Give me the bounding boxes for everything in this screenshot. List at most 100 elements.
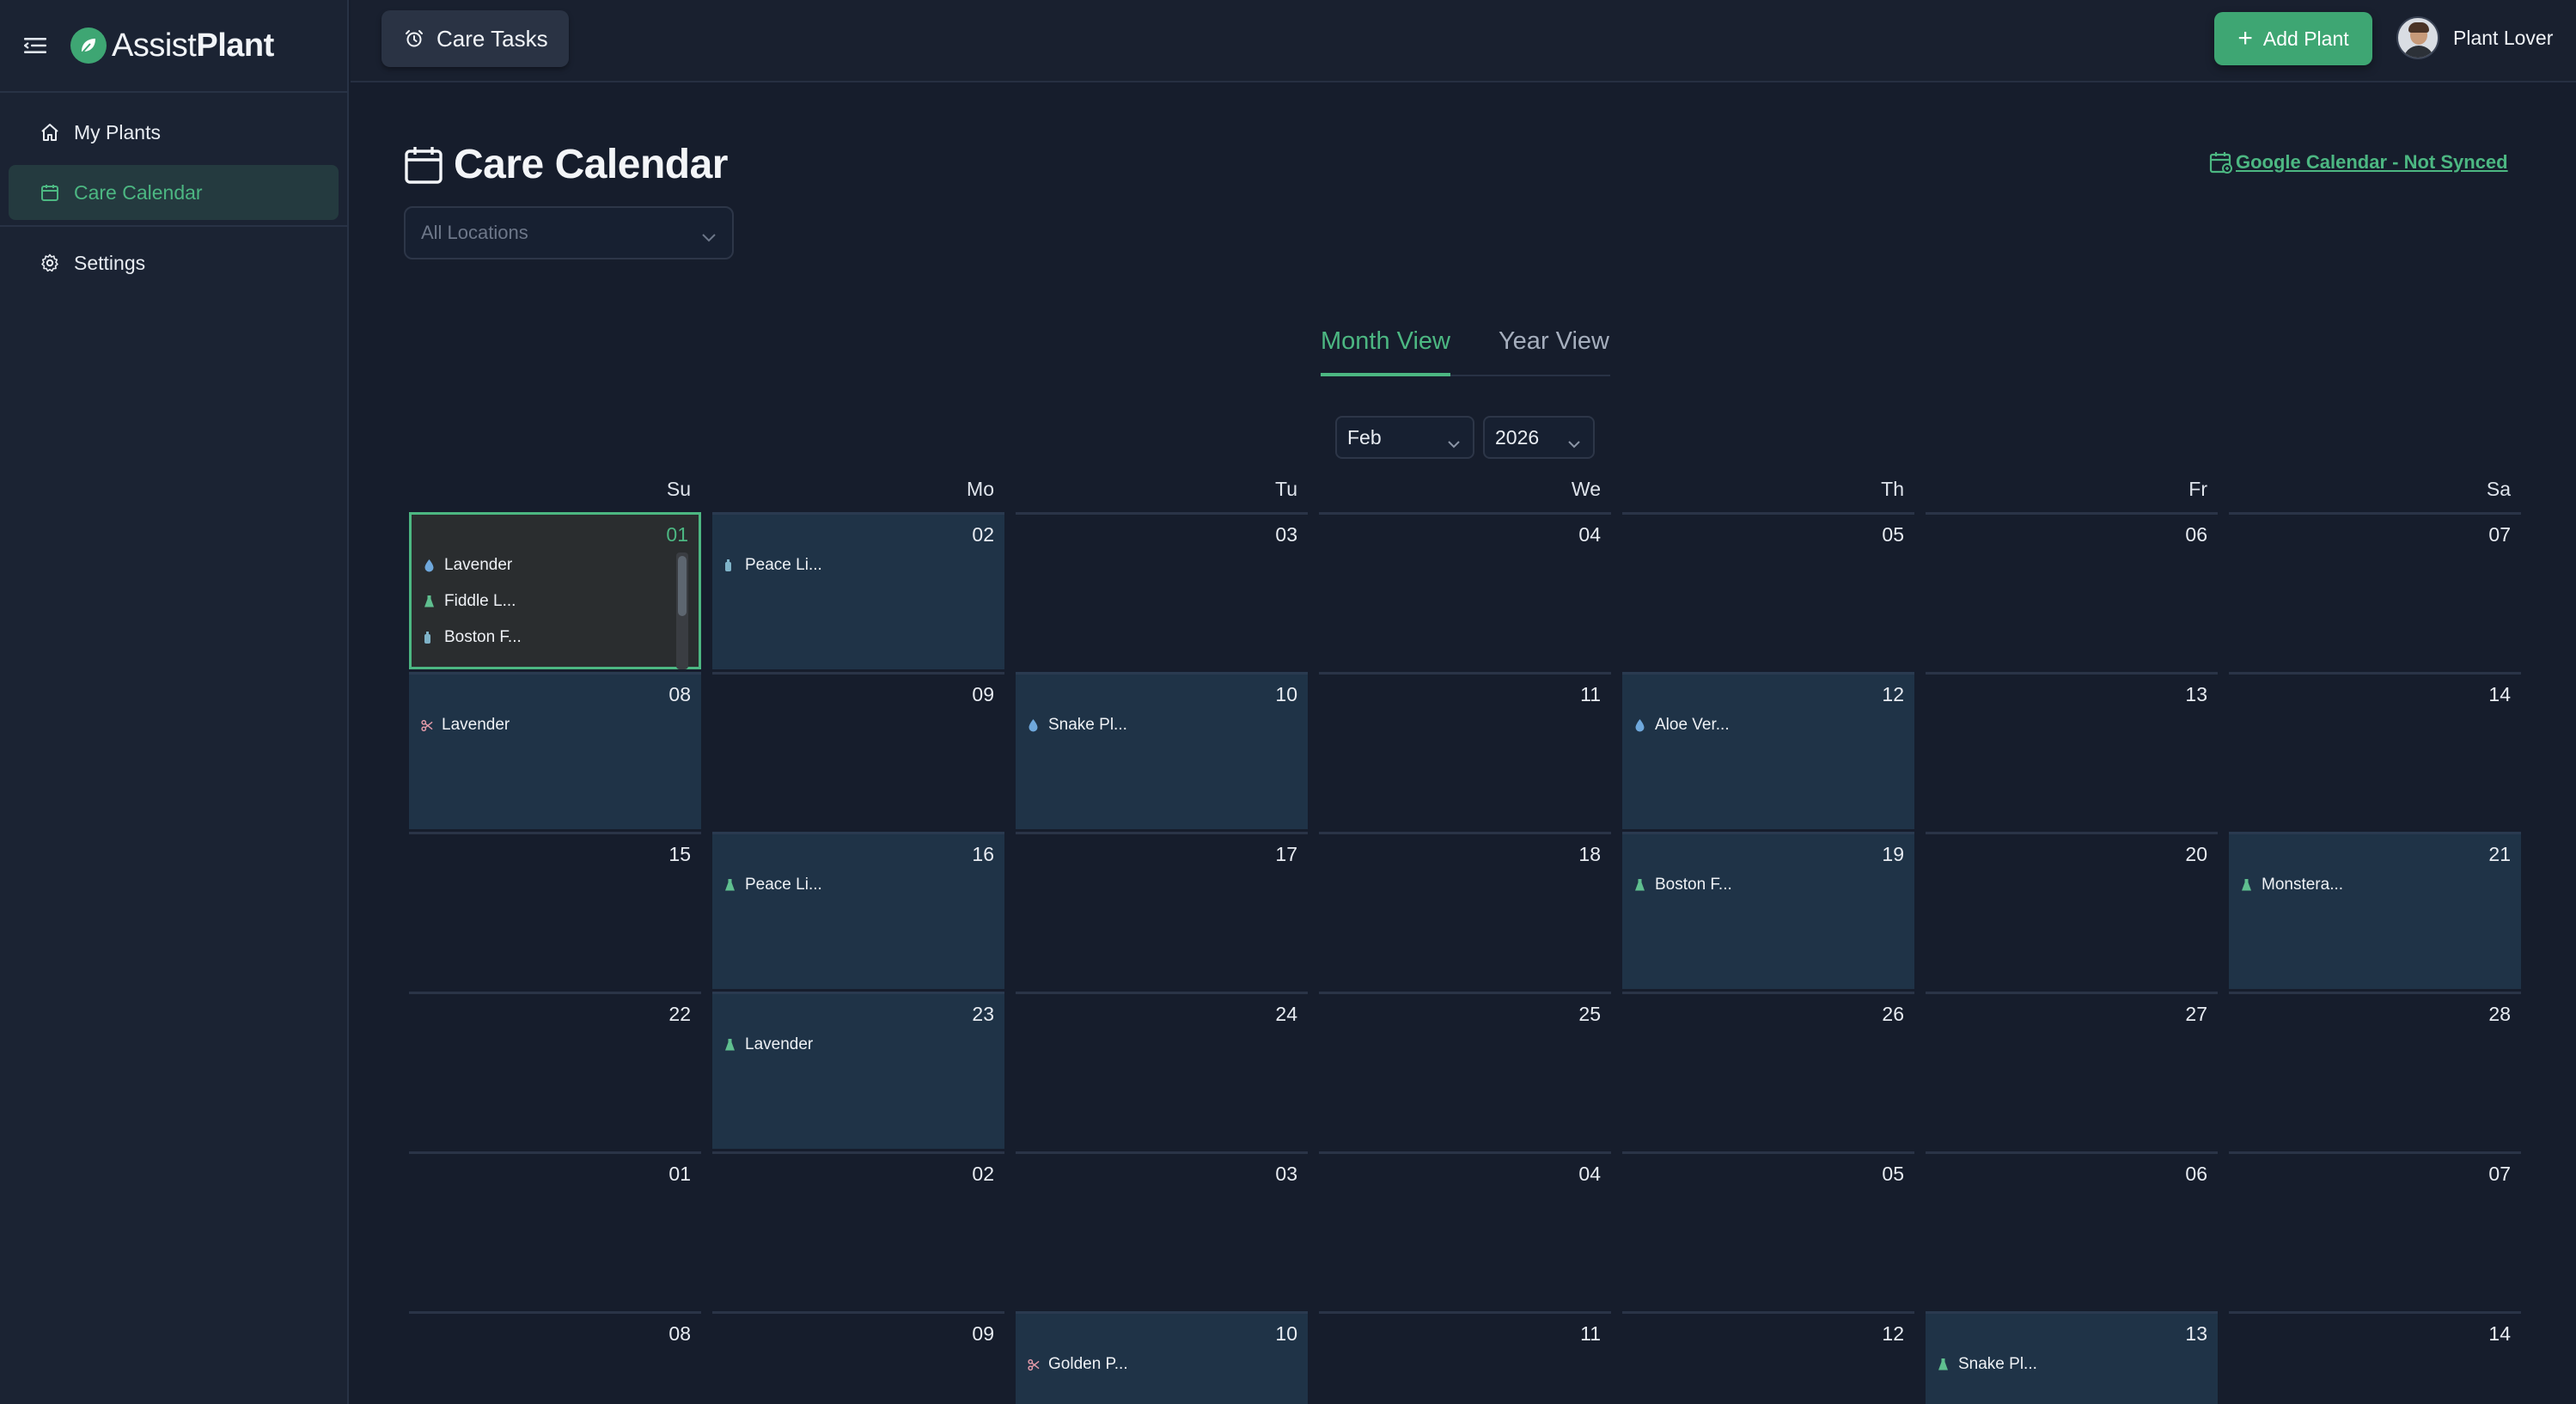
calendar-day-cell[interactable]: 11 — [1319, 672, 1611, 829]
day-number: 02 — [972, 1163, 994, 1185]
care-task-item[interactable]: Aloe Ver... — [1634, 707, 1904, 743]
menu-collapse-icon[interactable] — [22, 35, 48, 56]
calendar-day-cell[interactable]: 06 — [1926, 512, 2218, 669]
day-number: 26 — [1882, 1003, 1904, 1025]
calendar-day-cell[interactable]: 27 — [1926, 992, 2218, 1149]
calendar-day-cell[interactable]: 10 Snake Pl... — [1016, 672, 1308, 829]
sidebar-item-my-plants[interactable]: My Plants — [9, 105, 339, 160]
day-number: 04 — [1578, 1163, 1601, 1185]
calendar-day-cell[interactable]: 09 — [712, 1311, 1004, 1404]
day-number: 16 — [972, 843, 994, 865]
day-number: 28 — [2488, 1003, 2511, 1025]
care-task-item[interactable]: Boston F... — [1634, 867, 1904, 903]
sidebar-item-settings[interactable]: Settings — [9, 235, 339, 290]
calendar-day-cell[interactable]: 18 — [1319, 832, 1611, 989]
calendar-day-cell[interactable]: 15 — [409, 832, 701, 989]
care-task-item[interactable]: Lavender — [724, 1027, 994, 1063]
day-cell-scrollbar[interactable] — [676, 552, 688, 669]
care-task-item[interactable]: Snake Pl... — [1938, 1346, 2207, 1383]
calendar-day-cell[interactable]: 13 — [1926, 672, 2218, 829]
calendar-day-cell[interactable]: 14 — [2229, 672, 2521, 829]
location-select[interactable]: All Locations — [404, 206, 734, 259]
weekday-label: Th — [1881, 478, 1904, 500]
sidebar-item-label: Care Calendar — [74, 180, 203, 204]
care-task-item[interactable]: Peace Li... — [724, 547, 994, 583]
calendar-day-cell[interactable]: 11 — [1319, 1311, 1611, 1404]
care-task-plant-name: Peace Li... — [745, 876, 822, 894]
calendar-day-cell[interactable]: 02 Peace Li... — [712, 512, 1004, 669]
calendar-day-cell[interactable]: 08 Lavender — [409, 672, 701, 829]
calendar-day-cell[interactable]: 13 Snake Pl... — [1926, 1311, 2218, 1404]
calendar-day-cell-today[interactable]: 01 Lavender Fiddle L... Boston F... — [409, 512, 701, 669]
calendar-day-cell[interactable]: 08 — [409, 1311, 701, 1404]
calendar-day-cell[interactable]: 19 Boston F... — [1622, 832, 1914, 989]
fertilizer-icon — [1938, 1358, 1950, 1371]
care-task-item[interactable]: Fiddle L... — [424, 583, 688, 620]
add-plant-button[interactable]: + Add Plant — [2214, 12, 2372, 65]
care-task-item[interactable]: Monstera... — [2241, 867, 2511, 903]
sidebar-item-care-calendar[interactable]: Care Calendar — [9, 165, 339, 220]
calendar-day-cell[interactable]: 07 — [2229, 1151, 2521, 1309]
user-name: Plant Lover — [2453, 26, 2554, 49]
day-number: 13 — [2185, 683, 2207, 705]
day-number: 19 — [1882, 843, 1904, 865]
care-task-item[interactable]: Snake Pl... — [1028, 707, 1297, 743]
app-logo[interactable]: AssistPlant — [70, 27, 274, 64]
day-number: 07 — [2488, 523, 2511, 546]
calendar-day-cell[interactable]: 06 — [1926, 1151, 2218, 1309]
calendar-day-cell[interactable]: 12 Aloe Ver... — [1622, 672, 1914, 829]
calendar-day-cell[interactable]: 09 — [712, 672, 1004, 829]
calendar-day-cell[interactable]: 04 — [1319, 512, 1611, 669]
calendar-day-cell[interactable]: 01 — [409, 1151, 701, 1309]
calendar-day-cell[interactable]: 05 — [1622, 1151, 1914, 1309]
calendar-day-cell[interactable]: 03 — [1016, 1151, 1308, 1309]
care-task-item[interactable]: Lavender — [421, 707, 691, 743]
calendar-day-cell[interactable]: 16 Peace Li... — [712, 832, 1004, 989]
alarm-clock-icon — [404, 28, 424, 49]
calendar-day-cell[interactable]: 14 — [2229, 1311, 2521, 1404]
calendar-day-cell[interactable]: 05 — [1622, 512, 1914, 669]
day-number: 14 — [2488, 1322, 2511, 1345]
tab-year-view[interactable]: Year View — [1499, 327, 1609, 355]
calendar-day-cell[interactable]: 20 — [1926, 832, 2218, 989]
day-number: 11 — [1580, 683, 1601, 705]
google-calendar-sync-link[interactable]: Google Calendar - Not Synced — [2208, 150, 2508, 175]
care-task-item[interactable]: Peace Li... — [724, 867, 994, 903]
care-task-plant-name: Lavender — [442, 716, 510, 734]
calendar-day-cell[interactable]: 26 — [1622, 992, 1914, 1149]
calendar-day-cell[interactable]: 21 Monstera... — [2229, 832, 2521, 989]
fertilizer-icon — [1634, 878, 1646, 892]
calendar-day-cell[interactable]: 10 Golden P... — [1016, 1311, 1308, 1404]
care-task-item[interactable]: Boston F... — [424, 620, 688, 656]
calendar-day-cell[interactable]: 02 — [712, 1151, 1004, 1309]
calendar-day-cell[interactable]: 04 — [1319, 1151, 1611, 1309]
calendar-day-cell[interactable]: 12 — [1622, 1311, 1914, 1404]
scissors-icon — [421, 718, 433, 732]
calendar-day-cell[interactable]: 07 — [2229, 512, 2521, 669]
calendar-day-cell[interactable]: 23 Lavender — [712, 992, 1004, 1149]
user-menu[interactable]: Plant Lover — [2396, 15, 2553, 60]
weekday-label: Sa — [2486, 478, 2511, 500]
calendar-day-cell[interactable]: 24 — [1016, 992, 1308, 1149]
calendar-day-cell[interactable]: 25 — [1319, 992, 1611, 1149]
calendar-day-cell[interactable]: 03 — [1016, 512, 1308, 669]
month-select[interactable]: Feb — [1335, 416, 1474, 459]
calendar-day-cell[interactable]: 22 — [409, 992, 701, 1149]
mist-bottle-icon — [424, 631, 436, 644]
tab-month-view[interactable]: Month View — [1321, 325, 1450, 376]
calendar-day-cell[interactable]: 28 — [2229, 992, 2521, 1149]
weekday-header: Su Mo Tu We Th Fr Sa — [409, 478, 2522, 512]
calendar-icon — [404, 145, 443, 185]
care-task-item[interactable]: Lavender — [424, 547, 688, 583]
care-tasks-button[interactable]: Care Tasks — [382, 10, 569, 67]
app-name: AssistPlant — [112, 27, 274, 64]
day-number: 15 — [668, 843, 691, 865]
year-select[interactable]: 2026 — [1483, 416, 1595, 459]
chevron-down-icon — [701, 225, 717, 247]
scrollbar-thumb[interactable] — [678, 556, 687, 616]
day-number: 05 — [1882, 1163, 1904, 1185]
calendar-day-cell[interactable]: 17 — [1016, 832, 1308, 989]
day-number: 22 — [668, 1003, 691, 1025]
care-task-item[interactable]: Golden P... — [1028, 1346, 1297, 1383]
care-task-plant-name: Snake Pl... — [1958, 1355, 2037, 1373]
